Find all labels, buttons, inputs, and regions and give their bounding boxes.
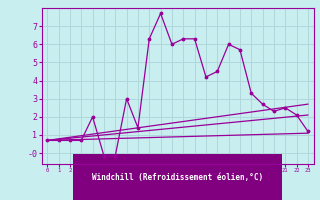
X-axis label: Windchill (Refroidissement éolien,°C): Windchill (Refroidissement éolien,°C) — [92, 173, 263, 182]
